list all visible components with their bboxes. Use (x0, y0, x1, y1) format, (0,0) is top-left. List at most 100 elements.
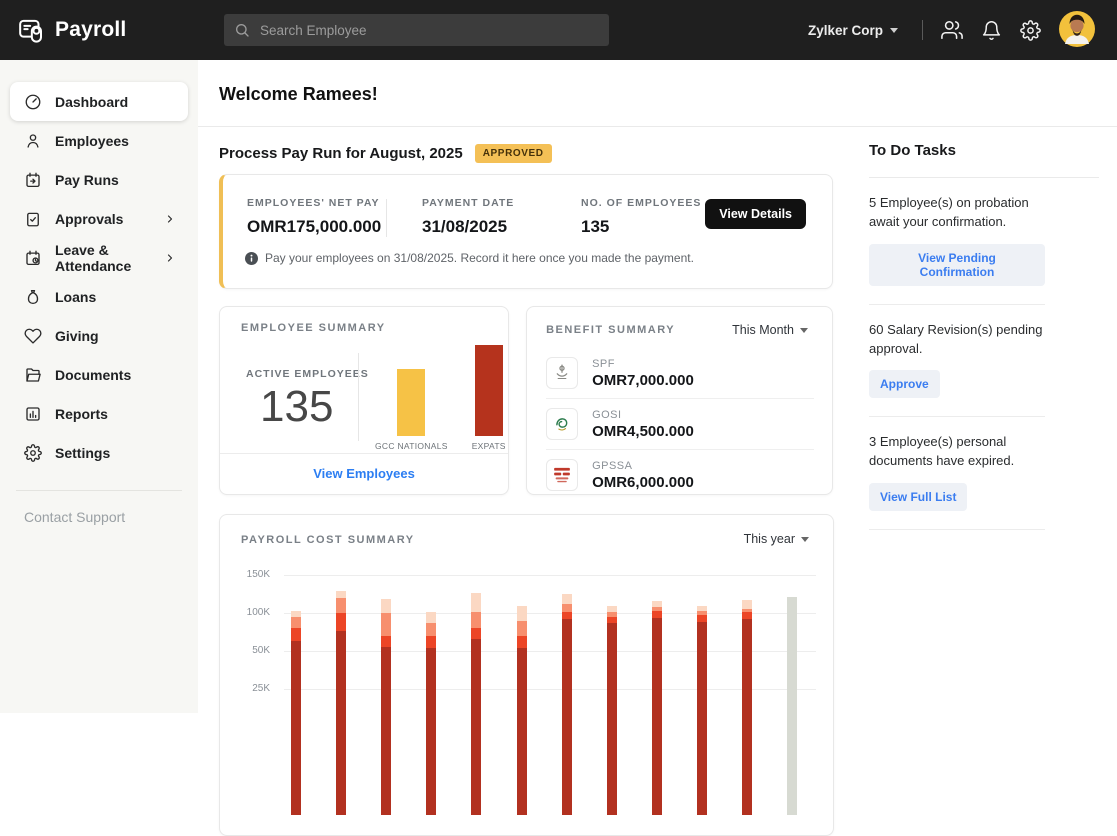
sidebar-item-leave-attendance[interactable]: Leave & Attendance (10, 238, 188, 277)
stacked-bar (336, 591, 346, 815)
settings-gear-icon[interactable] (1020, 20, 1041, 41)
sidebar-item-approvals[interactable]: Approvals (10, 199, 188, 238)
reports-icon (24, 405, 42, 423)
bar-segment-pale (562, 594, 572, 604)
y-axis-tick: 150K (220, 569, 270, 580)
stacked-bar (426, 612, 436, 815)
sidebar-item-label: Documents (55, 367, 131, 383)
sidebar-item-reports[interactable]: Reports (10, 394, 188, 433)
bar-segment-salmon (426, 623, 436, 636)
stat-label: EMPLOYEES' NET PAY (247, 197, 381, 209)
bar-segment-pale (742, 600, 752, 609)
todo-task-divider (869, 529, 1045, 530)
payrun-header: Process Pay Run for August, 2025 APPROVE… (219, 144, 833, 163)
chevron-down-icon (890, 28, 898, 33)
mini-chart-bar (475, 345, 503, 436)
todo-action-button[interactable]: View Pending Confirmation (869, 244, 1045, 286)
page-title: Welcome Ramees! (219, 84, 378, 105)
benefit-summary-card: BENEFIT SUMMARY This Month SPFOMR7,000.0… (526, 306, 833, 495)
employees-icon (24, 132, 42, 150)
todo-title: To Do Tasks (869, 142, 1099, 159)
sidebar-item-label: Settings (55, 445, 110, 461)
mini-chart-bar-gcc-nationals: GCC NATIONALS (375, 369, 448, 451)
todo-action-button[interactable]: Approve (869, 370, 940, 398)
payroll-period-selector[interactable]: This year (738, 531, 815, 547)
payroll-cost-chart: 150K100K50K25K (220, 565, 833, 815)
sidebar-item-employees[interactable]: Employees (10, 121, 188, 160)
spf-logo (546, 357, 578, 389)
sidebar-item-loans[interactable]: Loans (10, 277, 188, 316)
sidebar-item-documents[interactable]: Documents (10, 355, 188, 394)
active-employees-label: ACTIVE EMPLOYEES (246, 368, 369, 380)
active-employees-block: ACTIVE EMPLOYEES 135 (246, 368, 369, 432)
sidebar: Dashboard Employees Pay Runs Approvals Leave… (0, 60, 199, 713)
loans-icon (24, 288, 42, 306)
benefit-period-selector[interactable]: This Month (726, 322, 814, 338)
sidebar-item-label: Approvals (55, 211, 123, 227)
gpssa-logo (546, 459, 578, 491)
bar-segment-dark (291, 641, 301, 815)
bar-segment-no-data (787, 597, 797, 815)
org-selector[interactable]: Zylker Corp (802, 22, 904, 39)
view-employees-link[interactable]: View Employees (313, 466, 415, 481)
sidebar-item-settings[interactable]: Settings (10, 433, 188, 472)
user-avatar[interactable] (1059, 11, 1095, 50)
info-icon (245, 252, 258, 265)
card-title: PAYROLL COST SUMMARY (241, 534, 415, 546)
topbar-divider (922, 20, 923, 40)
payment-date-stat: PAYMENT DATE 31/08/2025 (422, 197, 514, 237)
todo-task: 3 Employee(s) personal documents have ex… (869, 433, 1045, 530)
bar-segment-salmon (291, 617, 301, 628)
y-axis-tick: 25K (220, 683, 270, 694)
stacked-bar (607, 606, 617, 815)
bar-segment-pale (381, 599, 391, 613)
topbar-actions: Zylker Corp (802, 11, 1117, 50)
sidebar-item-pay-runs[interactable]: Pay Runs (10, 160, 188, 199)
active-employees-count: 135 (246, 382, 369, 432)
notifications-bell-icon[interactable] (981, 20, 1002, 41)
bar-segment-salmon (471, 612, 481, 628)
card-title: EMPLOYEE SUMMARY (241, 322, 386, 334)
employee-search[interactable] (224, 14, 609, 46)
sidebar-item-dashboard[interactable]: Dashboard (10, 82, 188, 121)
mini-chart-bar (397, 369, 425, 436)
bar-segment-red (336, 613, 346, 631)
bar-segment-dark (742, 619, 752, 815)
stacked-bar (291, 611, 301, 815)
benefit-amount: OMR4,500.000 (592, 423, 694, 440)
sidebar-divider (16, 490, 182, 491)
payrun-card: EMPLOYEES' NET PAY OMR175,000.000 PAYMEN… (219, 174, 833, 289)
todo-task-text: 5 Employee(s) on probation await your co… (869, 194, 1045, 232)
stat-value: 135 (581, 217, 701, 237)
chevron-down-icon (800, 328, 808, 333)
sidebar-item-giving[interactable]: Giving (10, 316, 188, 355)
stat-value: 31/08/2025 (422, 217, 514, 237)
contact-support-link[interactable]: Contact Support (24, 509, 198, 525)
topbar: Payroll Zylker Corp (0, 0, 1117, 60)
benefit-row-spf: SPFOMR7,000.000 (546, 348, 814, 399)
view-details-button[interactable]: View Details (705, 199, 806, 229)
bar-segment-red (381, 636, 391, 647)
bar-segment-red (562, 612, 572, 619)
benefit-amount: OMR7,000.000 (592, 372, 694, 389)
sidebar-item-label: Employees (55, 133, 129, 149)
bar-segment-dark (336, 631, 346, 815)
dashboard-column: Process Pay Run for August, 2025 APPROVE… (219, 126, 833, 836)
bar-segment-red (471, 628, 481, 639)
todo-task-text: 60 Salary Revision(s) pending approval. (869, 321, 1045, 359)
users-icon[interactable] (941, 19, 963, 41)
payrun-note-text: Pay your employees on 31/08/2025. Record… (265, 251, 694, 265)
mini-chart-bar-expats: EXPATS (472, 345, 506, 451)
leave-icon (24, 249, 42, 267)
todo-task-divider (869, 304, 1045, 305)
todo-task: 5 Employee(s) on probation await your co… (869, 194, 1045, 305)
benefit-name: GOSI (592, 409, 694, 421)
todo-action-button[interactable]: View Full List (869, 483, 967, 511)
bar-segment-red (697, 615, 707, 622)
chevron-down-icon (801, 537, 809, 542)
bar-segment-dark (426, 648, 436, 815)
search-input[interactable] (258, 22, 599, 39)
bar-segment-red (291, 628, 301, 641)
stacked-bar (697, 606, 707, 815)
stat-value: OMR175,000.000 (247, 217, 381, 237)
